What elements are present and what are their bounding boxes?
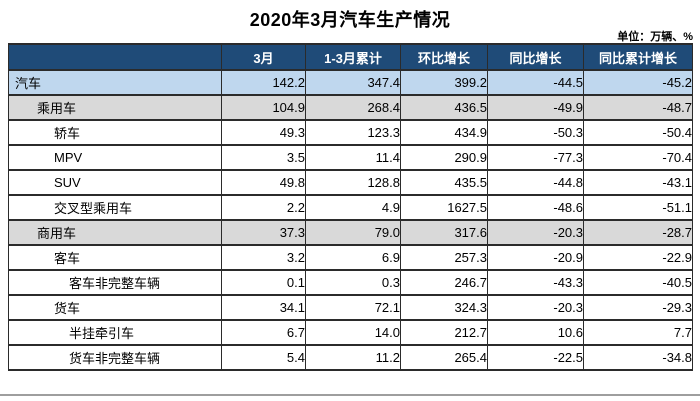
column-header-march: 3月 — [221, 43, 306, 71]
cell-value: 347.4 — [305, 69, 401, 96]
cell-value: 0.3 — [305, 269, 401, 296]
production-table: 3月 1-3月累计 环比增长 同比增长 同比累计增长 汽车 142.2 347.4 3… — [8, 43, 693, 371]
column-header-cumulative: 1-3月累计 — [305, 43, 401, 71]
cell-value: -43.1 — [583, 169, 693, 196]
cell-value: -28.7 — [583, 219, 693, 246]
cell-value: 434.9 — [400, 119, 488, 146]
cell-value: -43.3 — [487, 269, 584, 296]
cell-value: -20.3 — [487, 294, 584, 321]
cell-value: 290.9 — [400, 144, 488, 171]
cell-value: -20.3 — [487, 219, 584, 246]
cell-value: 49.3 — [221, 119, 306, 146]
cell-value: 246.7 — [400, 269, 488, 296]
cell-value: 11.2 — [305, 344, 401, 371]
page-title: 2020年3月汽车生产情况 — [249, 10, 451, 30]
cell-value: 11.4 — [305, 144, 401, 171]
cell-value: 0.1 — [221, 269, 306, 296]
row-label: 客车非完整车辆 — [8, 269, 222, 296]
row-label: SUV — [8, 169, 222, 196]
table-row: 交叉型乘用车 2.2 4.9 1627.5 -48.6 -51.1 — [8, 194, 693, 221]
bottom-divider — [0, 394, 700, 396]
cell-value: 324.3 — [400, 294, 488, 321]
cell-value: 1627.5 — [400, 194, 488, 221]
cell-value: 435.5 — [400, 169, 488, 196]
table-row: MPV 3.5 11.4 290.9 -77.3 -70.4 — [8, 144, 693, 171]
cell-value: -34.8 — [583, 344, 693, 371]
cell-value: 72.1 — [305, 294, 401, 321]
row-label: MPV — [8, 144, 222, 171]
cell-value: -51.1 — [583, 194, 693, 221]
table-row: 乘用车 104.9 268.4 436.5 -49.9 -48.7 — [8, 94, 693, 121]
table-body: 汽车 142.2 347.4 399.2 -44.5 -45.2 乘用车 104.9 268.4… — [8, 69, 693, 371]
column-header-category — [8, 43, 222, 71]
column-header-yoy-growth: 同比增长 — [487, 43, 584, 71]
table-row: 客车 3.2 6.9 257.3 -20.9 -22.9 — [8, 244, 693, 271]
cell-value: -44.5 — [487, 69, 584, 96]
cell-value: 265.4 — [400, 344, 488, 371]
table-row: 汽车 142.2 347.4 399.2 -44.5 -45.2 — [8, 69, 693, 96]
cell-value: 399.2 — [400, 69, 488, 96]
row-label: 轿车 — [8, 119, 222, 146]
row-label: 客车 — [8, 244, 222, 271]
table-row: 半挂牵引车 6.7 14.0 212.7 10.6 7.7 — [8, 319, 693, 346]
table-row: 货车 34.1 72.1 324.3 -20.3 -29.3 — [8, 294, 693, 321]
row-label: 乘用车 — [8, 94, 222, 121]
cell-value: 212.7 — [400, 319, 488, 346]
cell-value: -70.4 — [583, 144, 693, 171]
column-header-yoy-cum-growth: 同比累计增长 — [583, 43, 693, 71]
cell-value: 5.4 — [221, 344, 306, 371]
cell-value: 4.9 — [305, 194, 401, 221]
cell-value: -48.6 — [487, 194, 584, 221]
cell-value: 37.3 — [221, 219, 306, 246]
cell-value: -22.5 — [487, 344, 584, 371]
cell-value: -49.9 — [487, 94, 584, 121]
table-row: 货车非完整车辆 5.4 11.2 265.4 -22.5 -34.8 — [8, 344, 693, 371]
cell-value: -44.8 — [487, 169, 584, 196]
cell-value: 123.3 — [305, 119, 401, 146]
cell-value: 104.9 — [221, 94, 306, 121]
row-label: 货车非完整车辆 — [8, 344, 222, 371]
row-label: 交叉型乘用车 — [8, 194, 222, 221]
cell-value: -50.4 — [583, 119, 693, 146]
cell-value: 34.1 — [221, 294, 306, 321]
cell-value: -48.7 — [583, 94, 693, 121]
row-label: 半挂牵引车 — [8, 319, 222, 346]
cell-value: 14.0 — [305, 319, 401, 346]
table-row: 轿车 49.3 123.3 434.9 -50.3 -50.4 — [8, 119, 693, 146]
cell-value: 6.7 — [221, 319, 306, 346]
row-label: 汽车 — [8, 69, 222, 96]
cell-value: 257.3 — [400, 244, 488, 271]
cell-value: -20.9 — [487, 244, 584, 271]
cell-value: 49.8 — [221, 169, 306, 196]
table-row: 客车非完整车辆 0.1 0.3 246.7 -43.3 -40.5 — [8, 269, 693, 296]
cell-value: -77.3 — [487, 144, 584, 171]
cell-value: -40.5 — [583, 269, 693, 296]
cell-value: 3.2 — [221, 244, 306, 271]
cell-value: 436.5 — [400, 94, 488, 121]
cell-value: -22.9 — [583, 244, 693, 271]
cell-value: -50.3 — [487, 119, 584, 146]
cell-value: 142.2 — [221, 69, 306, 96]
unit-note: 单位：万辆、% — [617, 31, 693, 43]
row-label: 商用车 — [8, 219, 222, 246]
cell-value: 6.9 — [305, 244, 401, 271]
table-row: SUV 49.8 128.8 435.5 -44.8 -43.1 — [8, 169, 693, 196]
row-label: 货车 — [8, 294, 222, 321]
cell-value: 268.4 — [305, 94, 401, 121]
cell-value: 79.0 — [305, 219, 401, 246]
cell-value: 317.6 — [400, 219, 488, 246]
table-header-row: 3月 1-3月累计 环比增长 同比增长 同比累计增长 — [8, 43, 693, 71]
cell-value: 3.5 — [221, 144, 306, 171]
column-header-mom-growth: 环比增长 — [400, 43, 488, 71]
cell-value: -29.3 — [583, 294, 693, 321]
cell-value: -45.2 — [583, 69, 693, 96]
cell-value: 7.7 — [583, 319, 693, 346]
cell-value: 128.8 — [305, 169, 401, 196]
cell-value: 2.2 — [221, 194, 306, 221]
table-row: 商用车 37.3 79.0 317.6 -20.3 -28.7 — [8, 219, 693, 246]
cell-value: 10.6 — [487, 319, 584, 346]
